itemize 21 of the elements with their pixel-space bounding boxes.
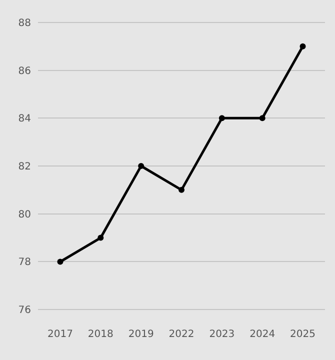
y-tick-label: 86 [18, 66, 31, 77]
y-tick-label: 82 [18, 162, 31, 172]
point [138, 163, 144, 169]
y-tick-label: 88 [18, 18, 31, 29]
x-tick-label: 2017 [48, 329, 73, 340]
x-tick-label: 2023 [209, 329, 235, 340]
point [259, 115, 266, 122]
y-tick-label: 76 [18, 305, 31, 316]
y-tick-label: 80 [18, 209, 31, 220]
point [300, 43, 306, 50]
x-tick-label: 2019 [128, 329, 154, 340]
x-tick-label: 2025 [290, 329, 316, 340]
point [57, 258, 64, 265]
point [98, 234, 104, 241]
x-tick-label: 2022 [168, 329, 194, 340]
x-tick-label: 2018 [88, 329, 114, 340]
x-tick-label: 2024 [250, 329, 276, 340]
y-tick-label: 78 [18, 257, 31, 268]
point [178, 186, 184, 193]
point [218, 115, 225, 122]
y-tick-label: 84 [18, 114, 31, 125]
